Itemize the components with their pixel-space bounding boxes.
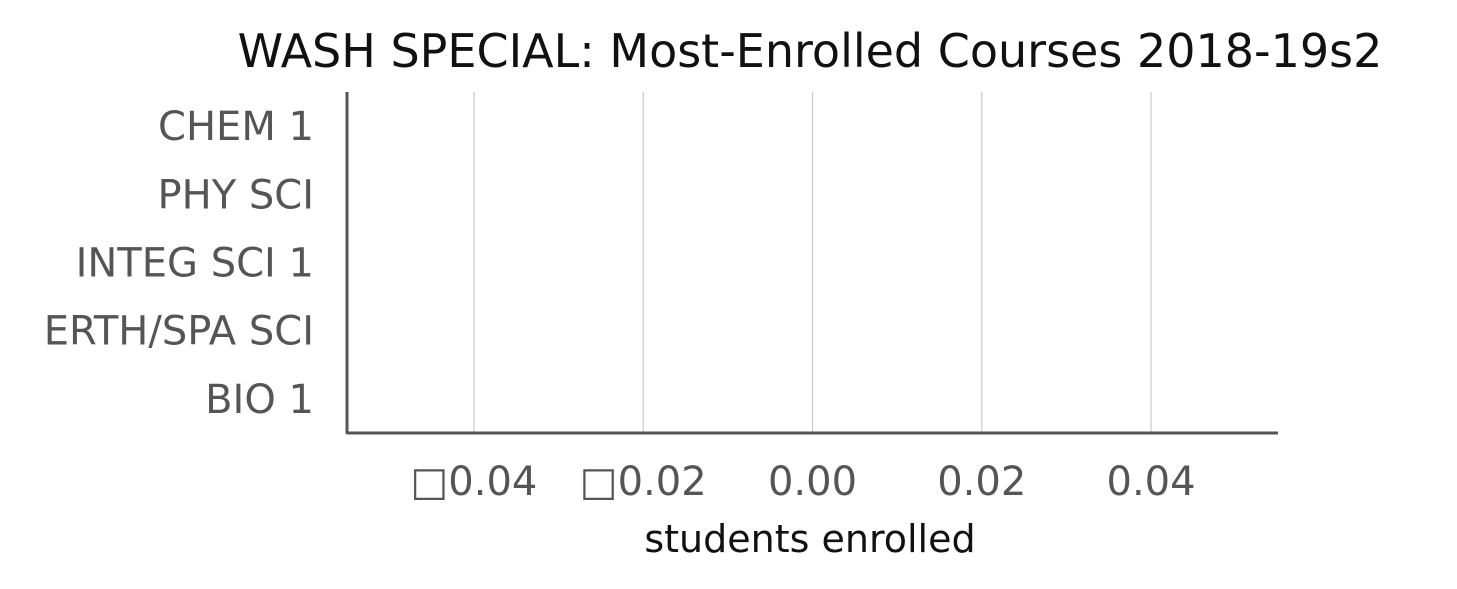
x-tick-label: 0.02 — [937, 459, 1026, 505]
chart-title: WASH SPECIAL: Most-Enrolled Courses 2018… — [238, 24, 1383, 78]
category-label: INTEG SCI 1 — [76, 241, 314, 287]
grid — [473, 92, 1152, 433]
category-label: ERTH/SPA SCI — [44, 309, 314, 355]
category-label: BIO 1 — [205, 377, 314, 423]
x-tick-label: 0.00 — [768, 459, 857, 505]
x-tick-label: 0.04 — [1107, 459, 1196, 505]
category-labels: CHEM 1 PHY SCI INTEG SCI 1 ERTH/SPA SCI BIO … — [44, 104, 314, 423]
x-tick-labels: □0.04 □0.02 0.00 0.02 0.04 — [411, 459, 1196, 505]
category-label: CHEM 1 — [158, 104, 314, 150]
x-tick-label: □0.02 — [580, 459, 707, 505]
category-label: PHY SCI — [158, 172, 314, 218]
x-tick-label: □0.04 — [411, 459, 538, 505]
x-axis-label: students enrolled — [644, 517, 975, 561]
